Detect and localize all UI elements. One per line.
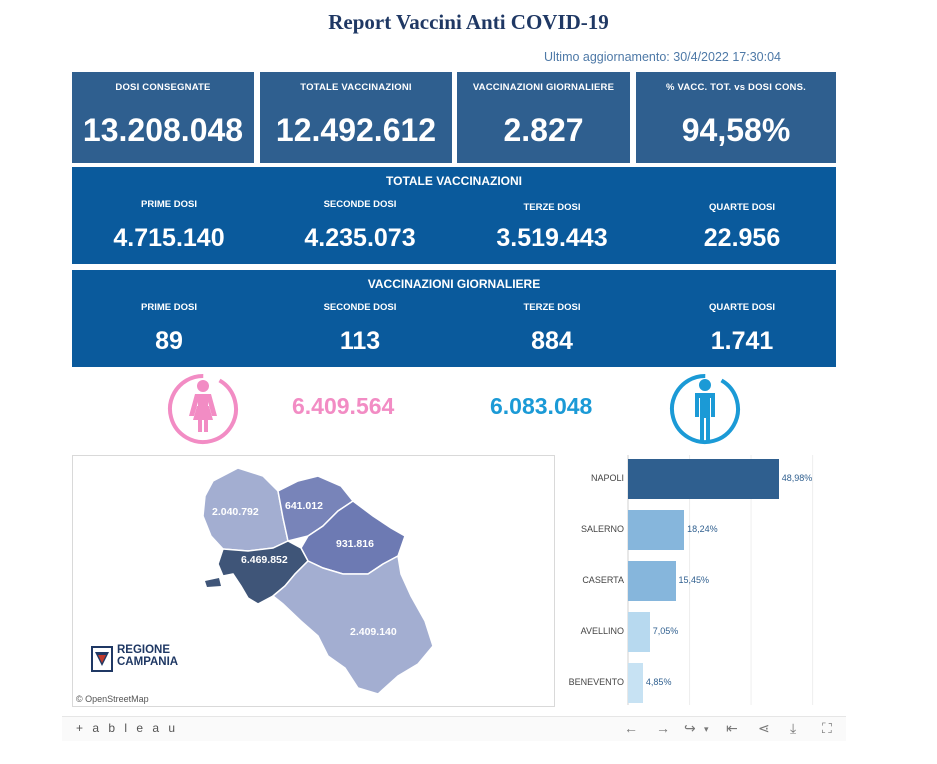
giornaliere-terze-dosi[interactable]: TERZE DOSI 884 <box>462 302 642 356</box>
cell-label: QUARTE DOSI <box>709 302 775 313</box>
cell-label: TERZE DOSI <box>523 202 581 213</box>
bar-category-label: AVELLINO <box>580 626 624 636</box>
bar-category-label: SALERNO <box>580 524 624 534</box>
totale-seconde-dosi[interactable]: SECONDE DOSI 4.235.073 <box>270 199 450 253</box>
bar-category-label: CASERTA <box>582 575 624 585</box>
map-label-avellino: 931.816 <box>336 538 374 550</box>
cell-label: SECONDE DOSI <box>323 199 397 210</box>
kpi-label: VACCINAZIONI GIORNALIERE <box>472 82 615 93</box>
cell-label: SECONDE DOSI <box>323 302 397 313</box>
last-updated: Ultimo aggiornamento: 30/4/2022 17:30:04 <box>544 50 781 64</box>
kpi-label: % VACC. TOT. vs DOSI CONS. <box>666 82 806 93</box>
cell-label: QUARTE DOSI <box>709 202 775 213</box>
cell-value: 3.519.443 <box>496 224 608 252</box>
bar-category-label: BENEVENTO <box>568 677 624 687</box>
island-ischia <box>205 578 221 587</box>
panel-title: VACCINAZIONI GIORNALIERE <box>367 277 541 291</box>
tableau-logo[interactable]: + a b l e a u <box>76 721 179 735</box>
kpi-totale-vaccinazioni[interactable]: TOTALE VACCINAZIONI 12.492.612 <box>260 72 452 163</box>
map-label-caserta: 2.040.792 <box>212 506 259 518</box>
kpi-label: TOTALE VACCINAZIONI <box>300 82 412 93</box>
bar-value-label: 15,45% <box>678 575 710 585</box>
kpi-value: 13.208.048 <box>82 112 244 148</box>
totale-prime-dosi[interactable]: PRIME DOSI 4.715.140 <box>79 199 259 253</box>
cell-value: 4.715.140 <box>113 224 225 252</box>
bar-napoli[interactable] <box>628 459 779 499</box>
bar-value-label: 7,05% <box>652 626 679 636</box>
revert-icon[interactable]: ↪ <box>684 720 696 736</box>
cell-value: 89 <box>155 327 183 355</box>
vaccinazioni-giornaliere-panel: VACCINAZIONI GIORNALIERE PRIME DOSI 89 S… <box>72 270 836 367</box>
giornaliere-seconde-dosi[interactable]: SECONDE DOSI 113 <box>270 302 450 356</box>
totale-vaccinazioni-panel: TOTALE VACCINAZIONI PRIME DOSI 4.715.140… <box>72 167 836 264</box>
kpi-dosi-consegnate[interactable]: DOSI CONSEGNATE 13.208.048 <box>72 72 254 163</box>
bar-category-label: NAPOLI <box>590 473 624 483</box>
province-bar-chart[interactable]: NAPOLI 48,98% SALERNO 18,24% CASERTA 15,45% AV… <box>562 455 837 707</box>
female-count: 6.409.564 <box>292 393 395 419</box>
totale-quarte-dosi[interactable]: QUARTE DOSI 22.956 <box>652 202 832 253</box>
revert-dropdown-icon[interactable]: ▾ <box>704 724 709 734</box>
kpi-value: 94,58% <box>681 112 791 148</box>
page-title: Report Vaccini Anti COVID-19 <box>328 10 609 34</box>
campania-map[interactable]: 2.040.792 641.012 931.816 6.469.852 2.40… <box>72 455 555 707</box>
cell-value: 884 <box>531 327 573 355</box>
cell-label: PRIME DOSI <box>141 199 197 210</box>
female-icon <box>168 374 238 444</box>
reset-icon[interactable]: ⇤ <box>726 720 738 736</box>
cell-label: TERZE DOSI <box>523 302 581 313</box>
kpi-vaccinazioni-giornaliere[interactable]: VACCINAZIONI GIORNALIERE 2.827 <box>457 72 630 163</box>
undo-icon[interactable]: ← <box>624 720 638 736</box>
cell-value: 4.235.073 <box>304 224 416 252</box>
download-icon[interactable]: ⤓ <box>790 720 797 736</box>
male-count: 6.083.048 <box>490 393 593 419</box>
map-shapes <box>202 467 434 695</box>
bar-avellino[interactable] <box>628 612 650 652</box>
bar-salerno[interactable] <box>628 510 685 550</box>
kpi-value: 12.492.612 <box>275 112 437 148</box>
kpi-percent-vacc[interactable]: % VACC. TOT. vs DOSI CONS. 94,58% <box>636 72 836 163</box>
bar-benevento[interactable] <box>628 663 643 703</box>
cell-label: PRIME DOSI <box>141 302 197 313</box>
kpi-label: DOSI CONSEGNATE <box>115 82 211 93</box>
totale-terze-dosi[interactable]: TERZE DOSI 3.519.443 <box>462 202 642 253</box>
tableau-toolbar: + a b l e a u ← → ↪ ▾ ⇤ ⋖ ⤓ ⛶ <box>62 716 846 741</box>
redo-icon[interactable]: → <box>656 720 670 736</box>
province-salerno <box>271 554 434 695</box>
cell-value: 22.956 <box>703 224 781 252</box>
map-label-napoli: 6.469.852 <box>241 554 288 566</box>
regione-campania-text: REGIONE CAMPANIA <box>117 644 179 668</box>
bar-caserta[interactable] <box>628 561 676 601</box>
cell-value: 1.741 <box>710 327 774 355</box>
kpi-value: 2.827 <box>503 112 584 148</box>
map-label-salerno: 2.409.140 <box>350 626 397 638</box>
bar-value-label: 4,85% <box>645 677 672 687</box>
giornaliere-quarte-dosi[interactable]: QUARTE DOSI 1.741 <box>652 302 832 356</box>
share-icon[interactable]: ⋖ <box>758 720 770 736</box>
cell-value: 113 <box>339 327 381 355</box>
fullscreen-icon[interactable]: ⛶ <box>822 720 832 736</box>
regione-campania-logo <box>91 646 113 672</box>
bar-value-label: 48,98% <box>781 473 813 483</box>
map-attribution[interactable]: © OpenStreetMap <box>76 694 149 704</box>
male-icon <box>670 374 740 444</box>
giornaliere-prime-dosi[interactable]: PRIME DOSI 89 <box>79 302 259 356</box>
bar-value-label: 18,24% <box>687 524 718 534</box>
map-label-benevento: 641.012 <box>285 500 323 512</box>
panel-title: TOTALE VACCINAZIONI <box>386 174 522 188</box>
